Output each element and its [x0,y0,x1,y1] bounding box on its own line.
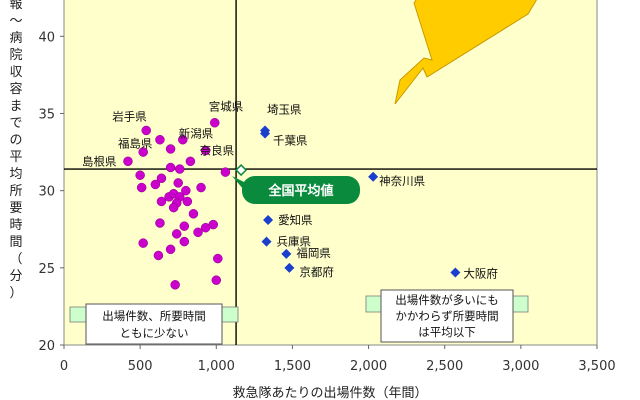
prefecture-point [179,236,190,247]
urban-prefecture-point [450,267,461,278]
prefecture-point [196,182,206,193]
prefecture-point [200,145,211,156]
prefecture-point [220,167,231,177]
banner-tab-right [219,306,239,323]
arrow-icon [394,0,537,105]
prefecture-point [123,156,133,167]
point-label: 宮城県 [209,100,244,114]
point-label: 京都府 [299,265,334,279]
prefecture-point [156,196,167,207]
point-label: 岩手県 [112,109,147,123]
prefecture-point [138,238,148,248]
urban-prefecture-point [260,128,271,139]
point-label: 埼玉県 [267,102,302,116]
prefecture-point [178,134,188,145]
point-label: 兵庫県 [277,235,312,249]
plot-area [63,0,598,346]
annotation-low-low: 出場件数、所要時間 ともに少ない [69,303,239,345]
prefecture-point [210,117,220,128]
point-label: 奈良県 [200,144,235,158]
urban-prefecture-point [284,262,295,273]
prefecture-point [165,244,176,255]
x-tick-label: 3,000 [502,359,539,374]
prefecture-point [155,134,165,145]
prefecture-point [155,218,165,228]
prefecture-point [181,185,191,196]
prefecture-point [135,170,145,180]
y-tick-label: 35 [38,107,55,122]
prefecture-point [150,179,161,190]
urban-prefecture-point [368,171,379,182]
prefecture-point [138,147,148,157]
prefecture-point [165,162,176,173]
x-tick-label: 2,500 [426,359,463,374]
prefecture-point [174,164,185,174]
national-average-callout: 全国平均値 [232,176,360,204]
prefecture-point [170,280,180,290]
prefecture-point [156,173,167,184]
prefecture-point [136,182,147,193]
prefecture-point [171,229,182,239]
national-average-label: 全国平均値 [267,183,333,199]
point-label: 神奈川県 [379,174,425,188]
annotation-line: 出場件数、所要時間 [102,309,206,323]
annotation-box [85,303,223,345]
y-tick-label: 40 [38,30,55,45]
point-label: 愛知県 [278,213,313,227]
average-reference-lines [64,0,597,345]
y-axis-ticks: 20 25 30 35 40 [38,30,64,354]
prefecture-point [185,156,196,167]
prefecture-point [211,275,222,285]
urban-prefecture-point [263,214,274,225]
annotation-high-load-fast: 出場件数が多いにも かかわらず所要時間 は平均以下 [365,289,529,343]
annotation-line: 出場件数が多いにも [395,293,499,307]
x-tick-label: 3,500 [578,359,615,374]
prefecture-point [141,125,151,136]
point-label: 島根県 [82,154,117,168]
prefecture-point [153,250,164,261]
y-tick-label: 25 [38,262,55,277]
callout-badge [242,176,360,204]
prefecture-point [200,222,211,233]
x-tick-label: 2,000 [350,359,387,374]
point-label: 新潟県 [179,127,214,141]
point-label: 福島県 [118,137,153,151]
annotation-line: かかわらず所要時間 [395,309,498,323]
annotation-line: ともに少ない [120,326,189,340]
prefecture-point [182,196,193,207]
y-tick-label: 30 [38,185,55,200]
x-axis-title: 救急隊あたりの出場件数（年間） [232,385,427,400]
x-tick-label: 1,000 [198,359,235,374]
prefecture-point [165,144,176,154]
point-labels: 岩手県 宮城県新潟県福島県奈良県島根県 埼玉県千葉県神奈川県愛知県兵庫県福岡県京都府… [82,100,498,281]
point-label: 福岡県 [296,246,331,260]
annotation-box [380,289,514,343]
prefecture-point [173,178,183,188]
point-label: 千葉県 [273,134,308,148]
x-tick-label: 500 [128,359,153,374]
x-tick-label: 1,500 [274,359,311,374]
y-tick-label: 20 [38,339,55,354]
annotation-line: は平均以下 [418,325,476,339]
x-axis-ticks: 0 500 1,000 1,500 2,000 2,500 3,000 3,500 [60,345,616,374]
prefecture-point [193,227,203,238]
prefecture-point [188,209,199,219]
banner-tab-left [69,306,89,323]
average-marker [235,163,248,177]
data-points [123,117,461,290]
urban-prefecture-point [281,248,292,259]
prefecture-point [179,221,190,231]
prefecture-point [213,253,223,264]
urban-prefecture-point [261,236,272,247]
x-tick-label: 0 [60,359,68,374]
y-axis-title: 報～病院収容までの平均所要時間（分） [9,0,22,301]
prefecture-point [168,202,179,213]
point-label: 大阪府 [463,266,498,280]
